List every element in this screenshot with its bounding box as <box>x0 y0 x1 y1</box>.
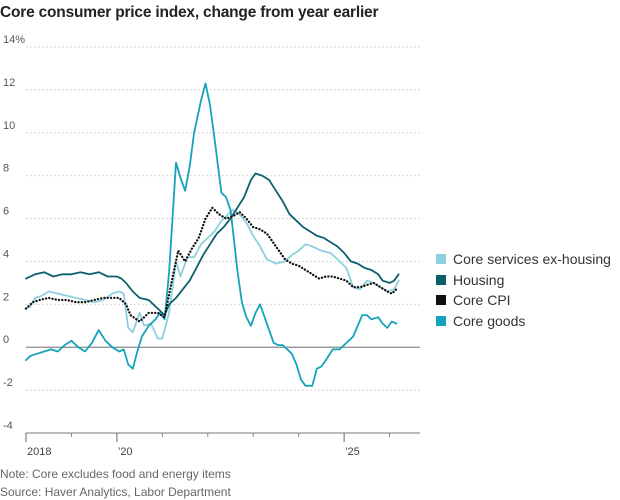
legend-label: Housing <box>453 271 505 288</box>
legend-label: Core services ex-housing <box>453 251 611 268</box>
legend-item-core-services-ex-housing: Core services ex-housing <box>436 249 611 270</box>
x-tick-label: ’20 <box>118 446 133 458</box>
y-tick-label: -2 <box>3 377 13 389</box>
x-tick-label: 2018 <box>27 446 51 458</box>
legend-swatch-core-services-ex-housing <box>436 254 446 265</box>
x-axis: 2018 ’20 ’25 <box>25 432 420 458</box>
legend-swatch-core-goods <box>436 315 446 326</box>
y-tick-label: 0 <box>3 334 9 346</box>
legend-swatch-core-cpi <box>436 295 446 306</box>
x-tick-label: ’25 <box>345 446 360 458</box>
series-line-core-cpi <box>24 206 398 323</box>
y-tick-label: 6 <box>3 206 9 218</box>
y-tick-label: 10 <box>3 120 15 132</box>
y-tick-label: 2 <box>3 291 9 303</box>
legend-item-core-cpi: Core CPI <box>436 290 611 311</box>
legend-item-housing: Housing <box>436 270 611 291</box>
legend-swatch-housing <box>436 274 446 285</box>
legend-label: Core CPI <box>453 292 511 309</box>
y-axis-labels: 14% 12 10 8 6 4 2 0 -2 -4 <box>3 34 25 432</box>
chart-source: Source: Haver Analytics, Labor Departmen… <box>0 485 231 499</box>
legend-item-core-goods: Core goods <box>436 311 611 332</box>
series-line-housing <box>25 172 400 316</box>
chart-note: Note: Core excludes food and energy item… <box>0 467 231 481</box>
y-tick-label: 12 <box>3 77 15 89</box>
y-tick-label: 8 <box>3 163 9 175</box>
legend-label: Core goods <box>453 312 526 329</box>
series-line-core-goods <box>25 82 398 387</box>
y-tick-label: -4 <box>3 420 13 432</box>
y-tick-label: 4 <box>3 248 9 260</box>
series-lines <box>24 82 400 387</box>
chart-title: Core consumer price index, change from y… <box>0 4 379 21</box>
y-tick-label: 14% <box>3 34 25 46</box>
legend: Core services ex-housing Housing Core CP… <box>436 249 611 331</box>
series-line-core-services-ex-housing <box>25 209 400 340</box>
